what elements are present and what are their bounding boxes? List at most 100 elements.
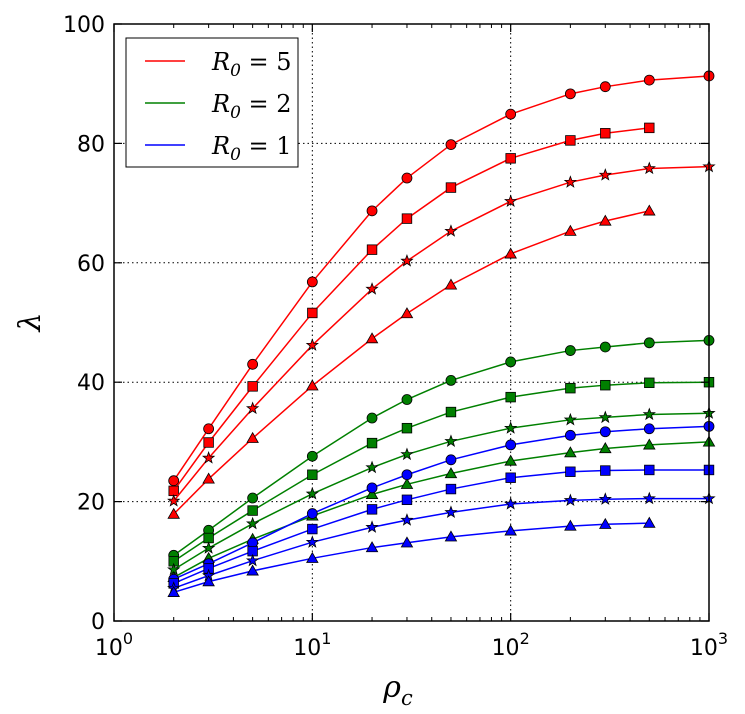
data-point-triangle <box>365 332 379 344</box>
data-point-star <box>245 401 260 415</box>
data-point-circle <box>599 81 611 93</box>
data-point-star <box>444 224 458 237</box>
data-point-circle <box>599 341 611 353</box>
series-line <box>173 165 710 502</box>
data-point-triangle <box>599 442 612 454</box>
data-point-square <box>600 465 611 476</box>
series-r0-1-star <box>167 491 716 594</box>
series-r0-2-star <box>167 406 716 576</box>
series-line <box>173 381 710 562</box>
data-point-square <box>366 244 378 255</box>
data-point-star <box>642 407 656 421</box>
y-tick-label: 0 <box>91 610 105 635</box>
series-r0-1-triangle <box>167 516 656 597</box>
data-point-star <box>201 451 216 464</box>
data-point-star <box>563 493 577 507</box>
data-point-circle <box>445 454 457 466</box>
data-point-square <box>565 382 576 394</box>
series-line <box>173 425 710 580</box>
data-point-circle <box>505 356 517 368</box>
x-tick-label: 101 <box>293 629 331 661</box>
plot-frame <box>113 23 710 622</box>
y-tick-label: 100 <box>63 13 105 38</box>
data-point-triangle <box>246 564 259 576</box>
data-point-square <box>600 128 611 139</box>
data-point-star <box>167 494 181 507</box>
data-point-triangle <box>504 454 517 466</box>
data-point-square <box>307 307 318 319</box>
data-point-square <box>203 437 214 448</box>
data-point-triangle <box>564 446 577 458</box>
data-point-star <box>305 535 319 548</box>
data-point-star <box>504 421 518 434</box>
data-point-triangle <box>643 516 656 528</box>
data-point-star <box>504 497 518 510</box>
data-point-triangle <box>400 536 414 548</box>
data-point-star <box>305 338 319 351</box>
data-point-circle <box>306 276 318 288</box>
data-point-square <box>307 523 318 535</box>
data-point-triangle <box>400 477 414 489</box>
series-r0-5-square <box>168 122 655 497</box>
data-point-triangle <box>643 438 656 450</box>
data-point-square <box>565 466 576 477</box>
data-point-triangle <box>504 247 517 259</box>
legend: R0 = 5 R0 = 2 R0 = 1 <box>125 37 299 168</box>
data-point-triangle <box>643 204 656 216</box>
data-point-star <box>444 434 458 447</box>
data-point-circle <box>168 475 180 487</box>
data-point-star <box>305 486 319 500</box>
data-point-square <box>445 182 457 193</box>
data-point-triangle <box>444 278 458 290</box>
data-point-star <box>400 447 414 461</box>
legend-label: R0 = 1 <box>211 132 292 165</box>
data-point-circle <box>599 426 611 438</box>
series-layer <box>167 70 716 597</box>
data-point-square <box>565 135 576 146</box>
data-point-circle <box>247 492 259 504</box>
data-point-circle <box>643 337 655 349</box>
series-line <box>173 497 709 589</box>
data-point-triangle <box>444 467 458 479</box>
series-line <box>173 441 710 579</box>
x-axis-label-sub: c <box>401 686 413 710</box>
data-point-square <box>401 422 413 434</box>
data-point-star <box>365 520 379 533</box>
data-point-star <box>365 460 379 474</box>
series-r0-5-star <box>167 159 716 507</box>
data-point-circle <box>643 423 655 435</box>
data-point-circle <box>564 88 576 100</box>
data-point-triangle <box>400 307 414 319</box>
y-tick-label: 20 <box>77 491 105 516</box>
data-point-triangle <box>246 431 259 443</box>
data-point-circle <box>306 508 318 519</box>
data-point-triangle <box>202 472 215 484</box>
data-point-circle <box>564 345 576 356</box>
data-point-circle <box>445 375 457 386</box>
data-point-circle <box>505 108 517 120</box>
data-point-circle <box>445 139 457 150</box>
data-point-circle <box>306 450 318 462</box>
data-point-star <box>598 168 612 181</box>
data-point-star <box>642 161 656 175</box>
data-point-triangle <box>599 214 612 226</box>
data-point-triangle <box>365 488 379 500</box>
data-point-triangle <box>365 541 379 553</box>
data-point-square <box>307 469 318 480</box>
data-point-square <box>247 505 258 516</box>
y-tick-label: 80 <box>77 132 105 157</box>
data-point-square <box>600 379 611 391</box>
series-line <box>173 75 710 482</box>
series-r0-1-circle <box>168 420 715 585</box>
data-point-square <box>366 504 378 515</box>
data-point-star <box>504 194 518 207</box>
data-point-star <box>642 491 656 505</box>
legend-label: R0 = 5 <box>211 48 292 81</box>
data-point-triangle <box>306 379 319 391</box>
data-point-circle <box>505 439 517 451</box>
data-point-circle <box>203 423 215 435</box>
x-axis-label: ρc <box>382 670 413 710</box>
y-tick-label: 60 <box>77 252 105 277</box>
data-point-square <box>505 153 516 164</box>
